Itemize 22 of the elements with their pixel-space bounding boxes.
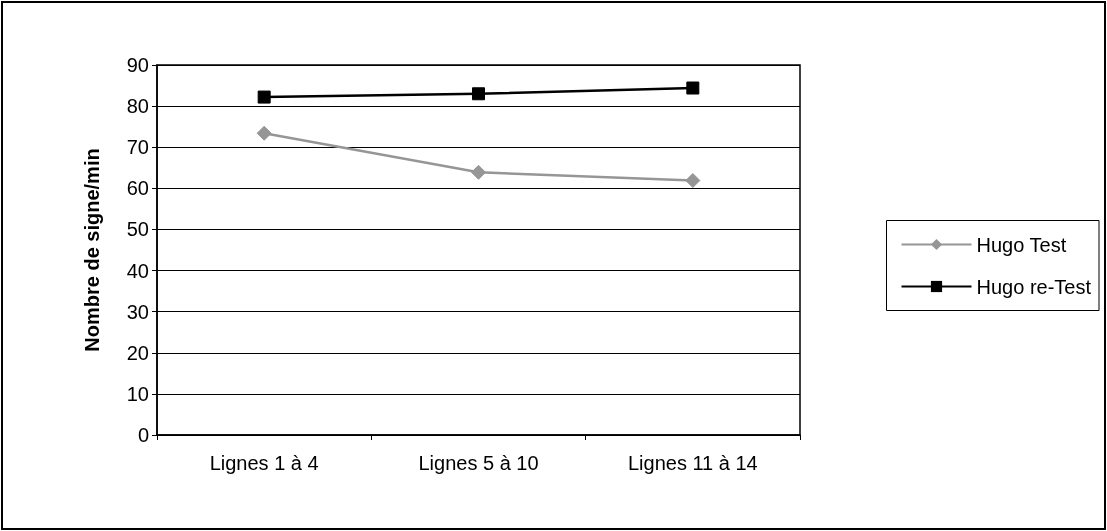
point <box>256 125 272 141</box>
y-tick-label: 30 <box>126 300 149 323</box>
point <box>472 87 485 101</box>
x-tick-label: Lignes 5 à 10 <box>418 452 539 474</box>
point <box>471 164 486 180</box>
y-tick-label: 40 <box>126 259 149 282</box>
y-axis-title: Nombre de signe/min <box>81 148 103 352</box>
y-tick-label: 0 <box>137 424 149 446</box>
legend-label: Hugo re-Test <box>976 275 1092 298</box>
y-tick-label: 10 <box>126 382 149 405</box>
y-tick-label: 90 <box>126 54 149 76</box>
x-tick-label: Lignes 11 à 14 <box>627 452 758 474</box>
legend-label: Hugo Test <box>976 233 1067 256</box>
y-tick-label: 70 <box>126 136 149 159</box>
point <box>686 81 700 95</box>
y-tick-label: 60 <box>126 177 149 200</box>
point <box>685 173 701 189</box>
y-tick-label: 20 <box>126 341 149 364</box>
y-tick-label: 50 <box>126 218 149 241</box>
point <box>257 90 271 104</box>
x-tick-label: Lignes 1 à 4 <box>209 452 319 474</box>
y-tick-label: 80 <box>126 95 149 118</box>
